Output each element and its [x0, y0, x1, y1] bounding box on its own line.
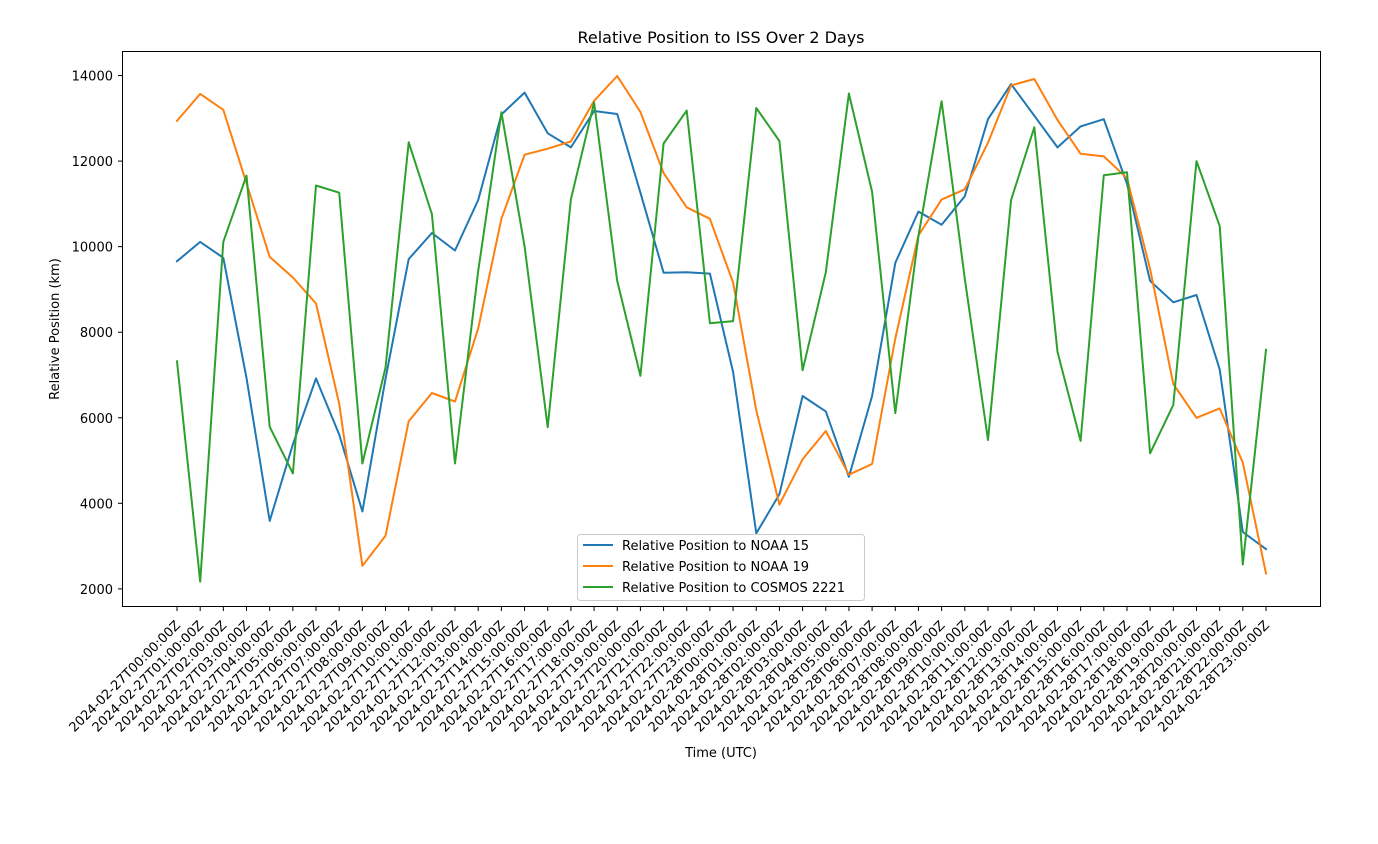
- series-line-cosmos-2221: [175, 92, 1268, 583]
- legend-label-noaa-15: Relative Position to NOAA 15: [622, 539, 809, 554]
- y-axis-title: Relative Position (km): [48, 258, 63, 400]
- legend-box: [577, 534, 865, 601]
- y-tick-label: 14000: [72, 70, 113, 85]
- y-axis: 2000 4000 6000 8000 10000 12000 14000: [72, 70, 123, 598]
- y-tick-label: 4000: [80, 497, 113, 512]
- x-axis: 2024-02-27T00:00:00Z2024-02-27T01:00:00Z…: [67, 606, 1273, 735]
- chart-title: Relative Position to ISS Over 2 Days: [577, 28, 864, 47]
- y-tick-label: 2000: [80, 583, 113, 598]
- legend: Relative Position to NOAA 15 Relative Po…: [577, 534, 865, 601]
- y-tick-label: 8000: [80, 326, 113, 341]
- x-axis-title: Time (UTC): [684, 746, 757, 761]
- y-tick-label: 6000: [80, 412, 113, 427]
- series-lines: [175, 75, 1268, 583]
- legend-label-noaa-19: Relative Position to NOAA 19: [622, 560, 809, 575]
- series-line-noaa-15: [175, 83, 1268, 551]
- series-line-noaa-19: [175, 75, 1268, 575]
- plot-frame: [122, 51, 1321, 607]
- y-tick-label: 10000: [72, 241, 113, 256]
- legend-label-cosmos-2221: Relative Position to COSMOS 2221: [622, 581, 845, 596]
- y-tick-label: 12000: [72, 155, 113, 170]
